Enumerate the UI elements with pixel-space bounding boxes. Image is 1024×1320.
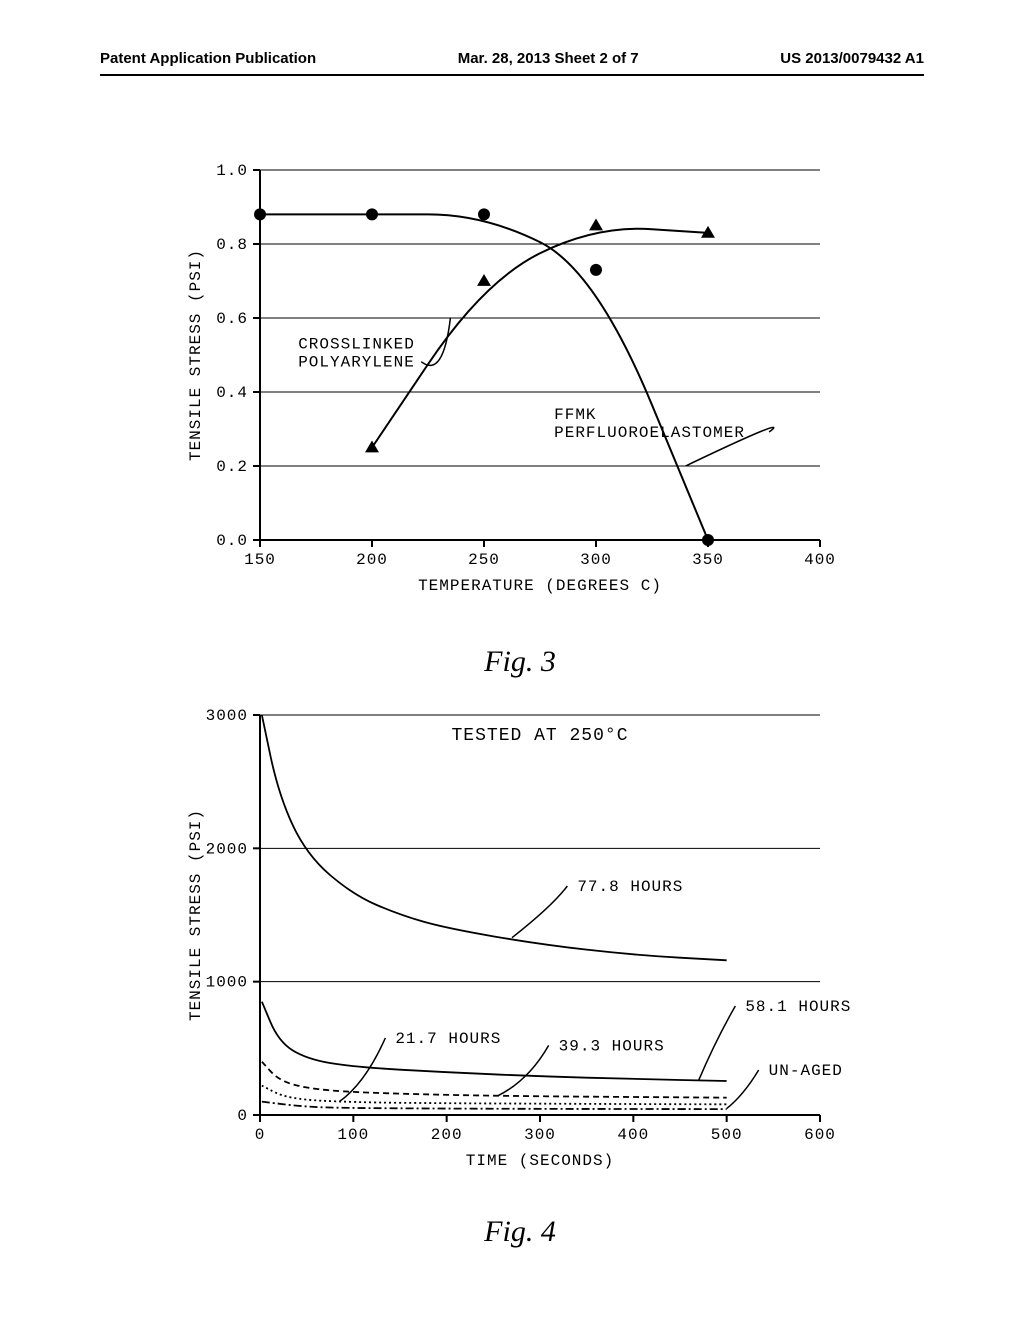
fig3-caption: Fig. 3 xyxy=(240,645,800,679)
svg-text:400: 400 xyxy=(617,1126,649,1144)
svg-text:400: 400 xyxy=(804,551,836,569)
svg-text:3000: 3000 xyxy=(206,707,248,725)
page-header: Patent Application Publication Mar. 28, … xyxy=(0,50,1024,67)
svg-text:0.4: 0.4 xyxy=(216,384,248,402)
svg-text:100: 100 xyxy=(337,1126,369,1144)
svg-text:58.1 HOURS: 58.1 HOURS xyxy=(745,998,851,1016)
svg-text:POLYARYLENE: POLYARYLENE xyxy=(298,354,415,372)
svg-text:200: 200 xyxy=(356,551,388,569)
svg-text:1000: 1000 xyxy=(206,974,248,992)
header-center: Mar. 28, 2013 Sheet 2 of 7 xyxy=(458,50,639,67)
svg-text:0.2: 0.2 xyxy=(216,458,248,476)
svg-text:0.6: 0.6 xyxy=(216,310,248,328)
svg-text:250: 250 xyxy=(468,551,500,569)
header-right: US 2013/0079432 A1 xyxy=(780,50,924,67)
header-left: Patent Application Publication xyxy=(100,50,316,67)
svg-text:TENSILE STRESS (PSI): TENSILE STRESS (PSI) xyxy=(187,809,205,1021)
svg-text:FFMK: FFMK xyxy=(554,406,596,424)
svg-text:TENSILE STRESS (PSI): TENSILE STRESS (PSI) xyxy=(187,249,205,461)
svg-text:500: 500 xyxy=(711,1126,743,1144)
svg-text:1.0: 1.0 xyxy=(216,162,248,180)
fig3-svg: 150 200 250 300 350 400 0.0 0.2 0.4 0.6 0.8 1.0 TEMP… xyxy=(180,150,880,630)
svg-text:TESTED AT 250°C: TESTED AT 250°C xyxy=(451,726,628,746)
header-divider xyxy=(100,74,924,76)
fig4-caption: Fig. 4 xyxy=(240,1215,800,1249)
svg-text:300: 300 xyxy=(580,551,612,569)
svg-text:200: 200 xyxy=(431,1126,463,1144)
svg-text:0.8: 0.8 xyxy=(216,236,248,254)
svg-text:TEMPERATURE (DEGREES C): TEMPERATURE (DEGREES C) xyxy=(418,577,662,595)
svg-text:UN-AGED: UN-AGED xyxy=(769,1062,843,1080)
svg-text:350: 350 xyxy=(692,551,724,569)
figure-3-chart: 150 200 250 300 350 400 0.0 0.2 0.4 0.6 0.8 1.0 TEMP… xyxy=(180,150,880,635)
svg-text:0.0: 0.0 xyxy=(216,532,248,550)
svg-text:77.8 HOURS: 77.8 HOURS xyxy=(577,878,683,896)
fig4-svg: 0 100 200 300 400 500 600 0 1000 2000 3000 TIME (SE… xyxy=(180,695,880,1205)
svg-text:2000: 2000 xyxy=(206,840,248,858)
svg-text:TIME (SECONDS): TIME (SECONDS) xyxy=(466,1152,614,1170)
figure-4-chart: 0 100 200 300 400 500 600 0 1000 2000 3000 TIME (SE… xyxy=(180,695,880,1210)
svg-text:CROSSLINKED: CROSSLINKED xyxy=(298,336,415,354)
svg-text:600: 600 xyxy=(804,1126,836,1144)
svg-text:0: 0 xyxy=(237,1107,248,1125)
svg-text:150: 150 xyxy=(244,551,276,569)
svg-text:PERFLUOROELASTOMER: PERFLUOROELASTOMER xyxy=(554,424,745,442)
svg-text:300: 300 xyxy=(524,1126,556,1144)
svg-text:21.7 HOURS: 21.7 HOURS xyxy=(395,1030,501,1048)
svg-text:39.3 HOURS: 39.3 HOURS xyxy=(559,1037,665,1055)
svg-text:0: 0 xyxy=(255,1126,266,1144)
